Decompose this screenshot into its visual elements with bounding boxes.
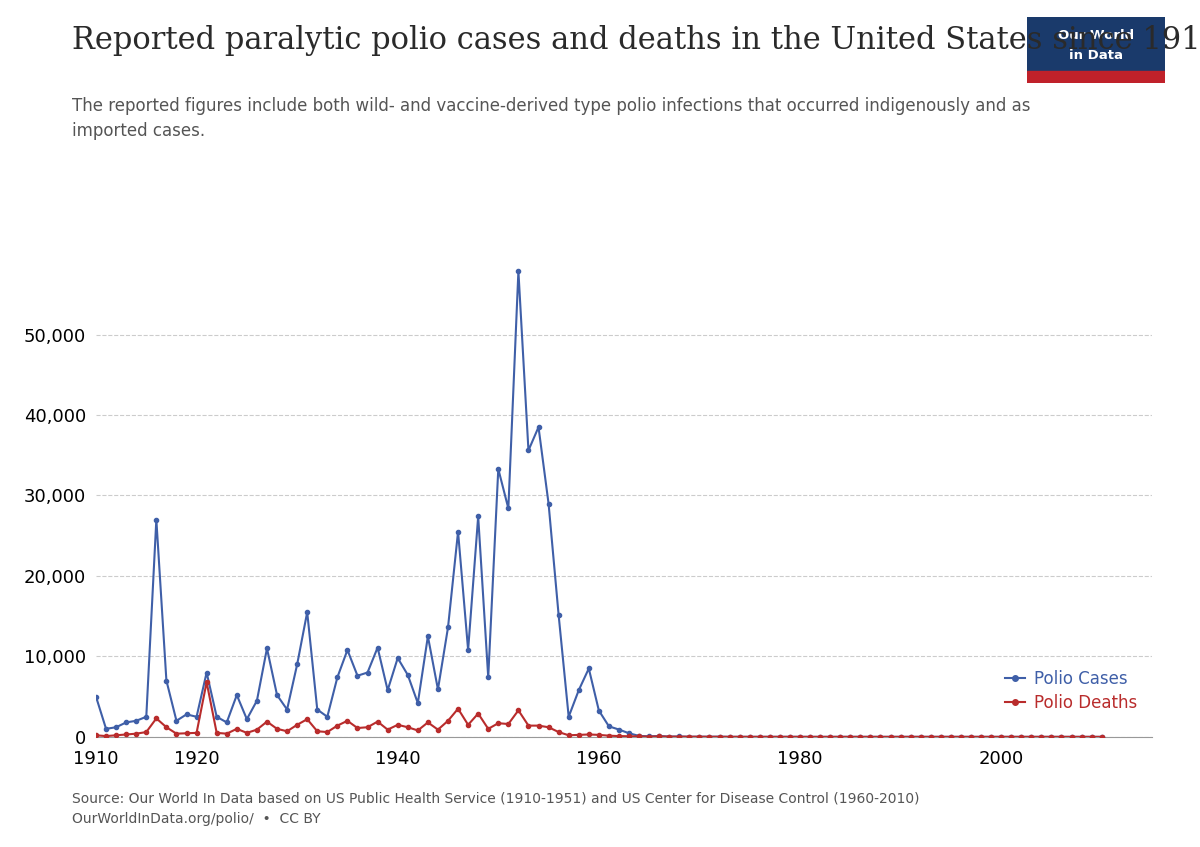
Text: Our World: Our World <box>1058 29 1134 42</box>
Text: Source: Our World In Data based on US Public Health Service (1910-1951) and US C: Source: Our World In Data based on US Pu… <box>72 791 919 826</box>
Legend: Polio Cases, Polio Deaths: Polio Cases, Polio Deaths <box>998 663 1144 719</box>
Text: Reported paralytic polio cases and deaths in the United States since 1910: Reported paralytic polio cases and death… <box>72 25 1200 57</box>
Bar <box>1027 71 1165 83</box>
Text: in Data: in Data <box>1069 49 1123 62</box>
Text: The reported figures include both wild- and vaccine-derived type polio infection: The reported figures include both wild- … <box>72 97 1031 141</box>
